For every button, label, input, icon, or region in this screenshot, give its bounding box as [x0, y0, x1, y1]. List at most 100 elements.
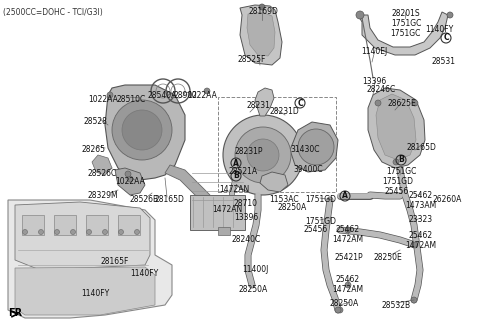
Circle shape	[122, 110, 162, 150]
Circle shape	[127, 176, 133, 182]
Text: A: A	[233, 158, 239, 168]
Text: FR: FR	[8, 308, 22, 318]
Text: 28526C: 28526C	[87, 170, 117, 178]
Text: 31430C: 31430C	[290, 145, 320, 154]
Circle shape	[119, 230, 123, 235]
Text: 1153AC: 1153AC	[269, 195, 299, 204]
Circle shape	[103, 230, 108, 235]
Circle shape	[38, 230, 44, 235]
Polygon shape	[358, 12, 448, 55]
Polygon shape	[15, 267, 155, 315]
Circle shape	[23, 230, 27, 235]
Polygon shape	[165, 165, 210, 200]
Text: 1140FY: 1140FY	[425, 25, 453, 33]
Text: 28165D: 28165D	[154, 195, 184, 204]
Circle shape	[412, 242, 418, 248]
Circle shape	[223, 115, 303, 195]
Text: C: C	[297, 98, 303, 108]
Text: C: C	[443, 33, 449, 43]
Text: 25462: 25462	[409, 232, 433, 240]
Text: 1751GD: 1751GD	[383, 176, 413, 186]
Circle shape	[447, 12, 453, 18]
Text: 1472AM: 1472AM	[333, 236, 363, 244]
Text: 1751GD: 1751GD	[305, 195, 336, 204]
Text: (2500CC=DOHC - TCI/G3I): (2500CC=DOHC - TCI/G3I)	[3, 8, 103, 17]
Circle shape	[247, 139, 279, 171]
Text: 1751GC: 1751GC	[391, 19, 421, 29]
Circle shape	[356, 11, 364, 19]
Text: 28169D: 28169D	[248, 8, 278, 16]
Circle shape	[298, 129, 334, 165]
Text: 28510C: 28510C	[116, 95, 145, 105]
Text: 25462: 25462	[409, 192, 433, 200]
Circle shape	[345, 227, 351, 233]
Bar	[218, 97, 336, 192]
Circle shape	[235, 127, 291, 183]
Text: 1751GC: 1751GC	[390, 30, 420, 38]
Polygon shape	[376, 94, 416, 160]
Circle shape	[335, 307, 341, 313]
Text: 28246C: 28246C	[366, 86, 396, 94]
Text: 1140FY: 1140FY	[81, 289, 109, 297]
Polygon shape	[368, 88, 425, 168]
Text: 28531: 28531	[431, 57, 455, 67]
Text: 28265: 28265	[82, 145, 106, 154]
Text: 25462: 25462	[336, 276, 360, 284]
Text: 28528: 28528	[83, 117, 107, 127]
Circle shape	[393, 159, 399, 165]
Polygon shape	[260, 172, 288, 192]
Circle shape	[204, 88, 210, 94]
Text: 26260A: 26260A	[432, 195, 462, 204]
Circle shape	[337, 307, 343, 313]
Text: 25456: 25456	[385, 187, 409, 195]
Polygon shape	[115, 168, 145, 195]
Bar	[218, 227, 230, 235]
Text: 39400C: 39400C	[293, 165, 323, 174]
Text: A: A	[342, 192, 348, 200]
Text: 1140FY: 1140FY	[130, 270, 158, 278]
Circle shape	[71, 230, 75, 235]
Polygon shape	[290, 122, 338, 172]
Circle shape	[112, 100, 172, 160]
Circle shape	[107, 92, 113, 98]
Text: 28165F: 28165F	[101, 257, 129, 266]
Bar	[190, 195, 245, 230]
Text: 1472AM: 1472AM	[406, 241, 437, 251]
Text: 28250A: 28250A	[329, 299, 359, 309]
Text: 1751GD: 1751GD	[305, 217, 336, 227]
Bar	[54, 215, 76, 235]
Text: 25462: 25462	[336, 226, 360, 235]
Circle shape	[86, 230, 92, 235]
Text: 28525F: 28525F	[238, 54, 266, 64]
Text: 1473AM: 1473AM	[406, 201, 437, 211]
Circle shape	[125, 171, 131, 177]
Polygon shape	[8, 200, 172, 318]
Bar	[118, 215, 140, 235]
Circle shape	[259, 4, 265, 10]
Text: 28526B: 28526B	[130, 195, 158, 204]
Text: 23323: 23323	[409, 215, 433, 224]
Polygon shape	[15, 202, 150, 270]
Text: 28540A: 28540A	[147, 92, 177, 100]
Text: 1022AA: 1022AA	[187, 92, 217, 100]
Text: 28532B: 28532B	[382, 300, 410, 310]
Text: 28521A: 28521A	[228, 168, 258, 176]
Polygon shape	[105, 85, 185, 180]
Polygon shape	[240, 5, 282, 65]
Text: 25421P: 25421P	[335, 254, 363, 262]
Circle shape	[411, 297, 417, 303]
Text: 28240C: 28240C	[231, 235, 261, 243]
Bar	[22, 215, 44, 235]
Text: 13396: 13396	[362, 77, 386, 87]
Text: 28250A: 28250A	[239, 284, 268, 294]
Bar	[86, 215, 108, 235]
Text: 28231P: 28231P	[235, 148, 263, 156]
Circle shape	[134, 230, 140, 235]
Text: 25456: 25456	[304, 226, 328, 235]
Text: 28625E: 28625E	[388, 99, 416, 109]
Text: 11400J: 11400J	[242, 264, 268, 274]
Text: 28231D: 28231D	[269, 107, 299, 115]
Circle shape	[375, 100, 381, 106]
Text: 1140EJ: 1140EJ	[361, 48, 387, 56]
Text: 28329M: 28329M	[88, 192, 118, 200]
